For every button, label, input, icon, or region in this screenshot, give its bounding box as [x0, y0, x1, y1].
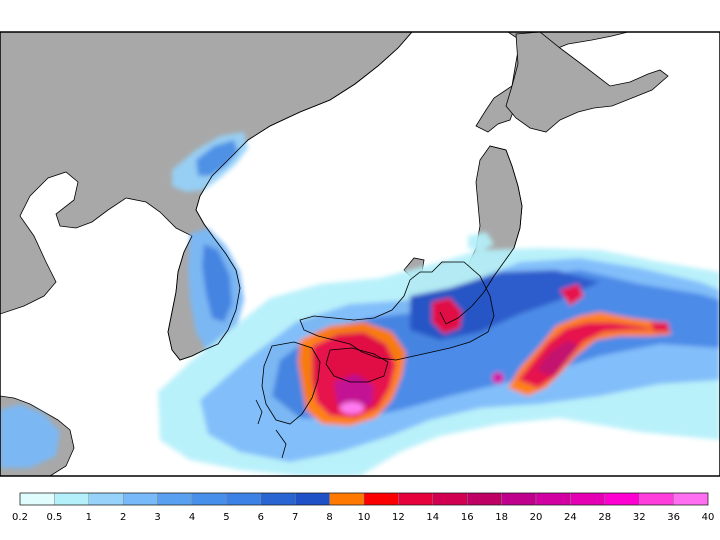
colorbar-swatch — [467, 492, 502, 506]
colorbar-swatch — [570, 492, 606, 506]
colorbar-tick-label: 40 — [702, 512, 715, 523]
colorbar-swatch — [260, 492, 296, 506]
precip-south-china — [0, 404, 60, 468]
hokkaido — [505, 32, 669, 133]
precip-korea-core — [202, 244, 232, 322]
colorbar-swatch — [673, 492, 709, 506]
precip-northeast-china-core — [196, 140, 238, 176]
colorbar-tick-label: 5 — [223, 512, 229, 523]
precip-heavy-east-core — [536, 340, 578, 376]
colorbar-swatch — [191, 492, 227, 506]
colorbar — [19, 492, 709, 506]
colorbar-tick-label: 10 — [358, 512, 371, 523]
colorbar-swatch — [329, 492, 365, 506]
colorbar-swatch — [363, 492, 399, 506]
precip-heavy-west-core — [334, 374, 374, 412]
colorbar-outline — [19, 492, 709, 506]
precip-heavy-north-pac — [560, 284, 584, 306]
colorbar-swatch — [122, 492, 158, 506]
colorbar-tick-label: 3 — [154, 512, 160, 523]
precip-heavy-central — [432, 298, 462, 334]
colorbar-swatch — [54, 492, 90, 506]
colorbar-swatch — [157, 492, 193, 506]
colorbar-tick-label: 2 — [120, 512, 126, 523]
colorbar-tick-label: 36 — [667, 512, 680, 523]
colorbar-tick-label: 18 — [495, 512, 508, 523]
precip-cell-east-small — [492, 372, 504, 384]
colorbar-tick-label: 0.2 — [12, 512, 28, 523]
precip-korea-northeast — [468, 232, 494, 252]
colorbar-swatch — [295, 492, 330, 506]
colorbar-tick-label: 0.5 — [46, 512, 62, 523]
colorbar-tick-label: 1 — [86, 512, 92, 523]
precipitation-overlay — [0, 132, 720, 476]
colorbar-tick-label: 7 — [292, 512, 298, 523]
colorbar-tick-label: 6 — [258, 512, 264, 523]
precip-max-west — [340, 402, 364, 414]
colorbar-swatch — [535, 492, 571, 506]
colorbar-tick-label: 32 — [633, 512, 646, 523]
colorbar-swatch — [88, 492, 124, 506]
colorbar-tick-label: 14 — [426, 512, 439, 523]
colorbar-swatch — [226, 492, 261, 506]
map-frame — [0, 31, 720, 477]
colorbar-swatch — [19, 492, 55, 506]
colorbar-tick-label: 24 — [564, 512, 577, 523]
colorbar-swatch — [398, 492, 433, 506]
colorbar-tick-label: 8 — [326, 512, 332, 523]
colorbar-swatch — [501, 492, 537, 506]
colorbar-tick-label: 28 — [598, 512, 611, 523]
colorbar-swatch — [432, 492, 468, 506]
coastlines — [167, 32, 523, 459]
colorbar-tick-label: 4 — [189, 512, 195, 523]
colorbar-tick-label: 12 — [392, 512, 405, 523]
colorbar-tick-label: 20 — [530, 512, 543, 523]
precip-cell-tail — [650, 322, 670, 332]
colorbar-swatch — [639, 492, 674, 506]
colorbar-tick-label: 16 — [461, 512, 474, 523]
colorbar-swatch — [604, 492, 640, 506]
colorbar-labels: 0.2 0.5 1 2 3 4 5 6 7 8 10 12 14 16 18 20 24 28 32 36 40 — [12, 512, 714, 523]
